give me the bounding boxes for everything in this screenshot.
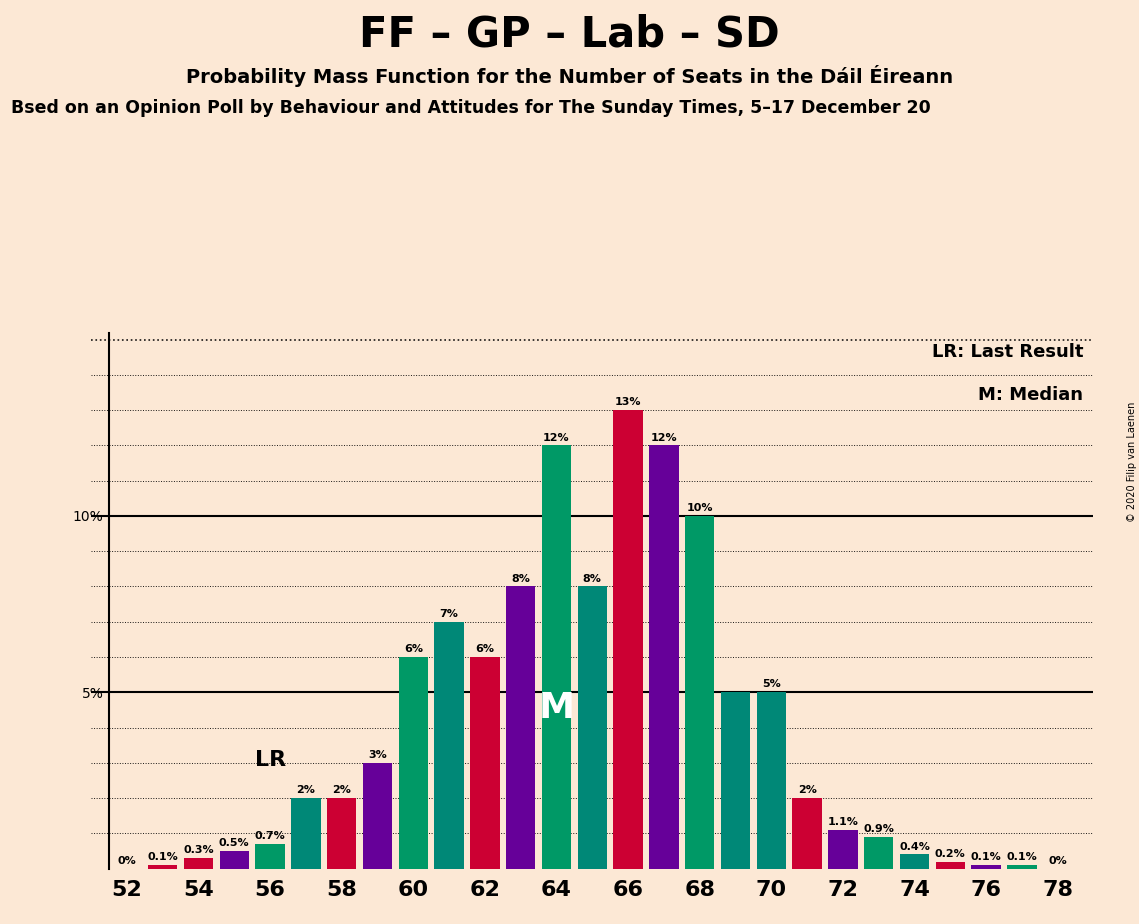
Text: 0%: 0% <box>1048 856 1067 866</box>
Text: Bsed on an Opinion Poll by Behaviour and Attitudes for The Sunday Times, 5–17 De: Bsed on an Opinion Poll by Behaviour and… <box>11 99 932 116</box>
Text: 0.1%: 0.1% <box>1007 852 1038 862</box>
Text: 0.4%: 0.4% <box>899 842 929 852</box>
Text: M: Median: M: Median <box>978 386 1083 404</box>
Bar <box>292 798 320 869</box>
Bar <box>649 445 679 869</box>
Bar <box>721 692 751 869</box>
Bar <box>685 516 714 869</box>
Text: © 2020 Filip van Laenen: © 2020 Filip van Laenen <box>1126 402 1137 522</box>
Text: 6%: 6% <box>475 644 494 654</box>
Bar <box>1007 865 1036 869</box>
Bar <box>935 861 965 869</box>
Bar <box>255 844 285 869</box>
Text: LR: LR <box>255 750 286 770</box>
Text: 5%: 5% <box>762 679 780 689</box>
Text: 2%: 2% <box>333 785 351 796</box>
Bar <box>900 855 929 869</box>
Bar <box>865 837 893 869</box>
Bar <box>183 858 213 869</box>
Bar <box>470 657 500 869</box>
Text: 0.7%: 0.7% <box>255 831 286 841</box>
Text: 13%: 13% <box>615 397 641 407</box>
Text: FF – GP – Lab – SD: FF – GP – Lab – SD <box>359 14 780 55</box>
Text: 6%: 6% <box>404 644 423 654</box>
Bar <box>972 865 1001 869</box>
Text: 7%: 7% <box>440 609 459 619</box>
Bar <box>506 587 535 869</box>
Bar <box>756 692 786 869</box>
Text: 8%: 8% <box>583 574 601 584</box>
Bar <box>220 851 249 869</box>
Bar <box>363 763 392 869</box>
Bar <box>577 587 607 869</box>
Text: 10%: 10% <box>687 504 713 513</box>
Text: 12%: 12% <box>650 432 678 443</box>
Bar <box>828 830 858 869</box>
Text: 0.3%: 0.3% <box>183 845 214 856</box>
Bar <box>148 865 178 869</box>
Bar <box>614 410 642 869</box>
Bar <box>542 445 571 869</box>
Text: 0%: 0% <box>117 856 137 866</box>
Bar <box>434 622 464 869</box>
Text: Probability Mass Function for the Number of Seats in the Dáil Éireann: Probability Mass Function for the Number… <box>186 65 953 87</box>
Text: 1.1%: 1.1% <box>827 817 859 827</box>
Text: 0.1%: 0.1% <box>970 852 1001 862</box>
Text: 12%: 12% <box>543 432 570 443</box>
Bar <box>793 798 821 869</box>
Text: 3%: 3% <box>368 750 387 760</box>
Text: 0.5%: 0.5% <box>219 838 249 848</box>
Text: LR: Last Result: LR: Last Result <box>932 344 1083 361</box>
Text: 2%: 2% <box>296 785 316 796</box>
Text: 8%: 8% <box>511 574 530 584</box>
Bar <box>327 798 357 869</box>
Text: 0.9%: 0.9% <box>863 824 894 834</box>
Text: 0.2%: 0.2% <box>935 848 966 858</box>
Text: 2%: 2% <box>797 785 817 796</box>
Bar <box>399 657 428 869</box>
Text: 0.1%: 0.1% <box>147 852 178 862</box>
Text: M: M <box>539 691 574 724</box>
